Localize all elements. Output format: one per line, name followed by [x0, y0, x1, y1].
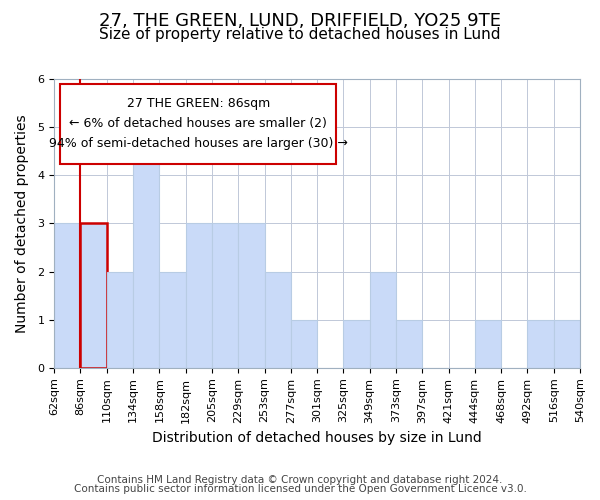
- Bar: [265, 272, 291, 368]
- Y-axis label: Number of detached properties: Number of detached properties: [15, 114, 29, 332]
- Bar: [54, 224, 80, 368]
- Bar: [133, 127, 160, 368]
- Bar: [238, 224, 265, 368]
- X-axis label: Distribution of detached houses by size in Lund: Distribution of detached houses by size …: [152, 431, 482, 445]
- Text: Contains HM Land Registry data © Crown copyright and database right 2024.: Contains HM Land Registry data © Crown c…: [97, 475, 503, 485]
- Text: 27, THE GREEN, LUND, DRIFFIELD, YO25 9TE: 27, THE GREEN, LUND, DRIFFIELD, YO25 9TE: [99, 12, 501, 30]
- Bar: [554, 320, 580, 368]
- Bar: [370, 272, 396, 368]
- Bar: [396, 320, 422, 368]
- Bar: [185, 224, 212, 368]
- Text: 27 THE GREEN: 86sqm
← 6% of detached houses are smaller (2)
94% of semi-detached: 27 THE GREEN: 86sqm ← 6% of detached hou…: [49, 98, 347, 150]
- Bar: [475, 320, 501, 368]
- Bar: [80, 224, 107, 368]
- Text: Size of property relative to detached houses in Lund: Size of property relative to detached ho…: [99, 28, 501, 42]
- Bar: [107, 272, 133, 368]
- Bar: [160, 272, 185, 368]
- Bar: [343, 320, 370, 368]
- Bar: [291, 320, 317, 368]
- Text: Contains public sector information licensed under the Open Government Licence v3: Contains public sector information licen…: [74, 484, 526, 494]
- Bar: [527, 320, 554, 368]
- Bar: [212, 224, 238, 368]
